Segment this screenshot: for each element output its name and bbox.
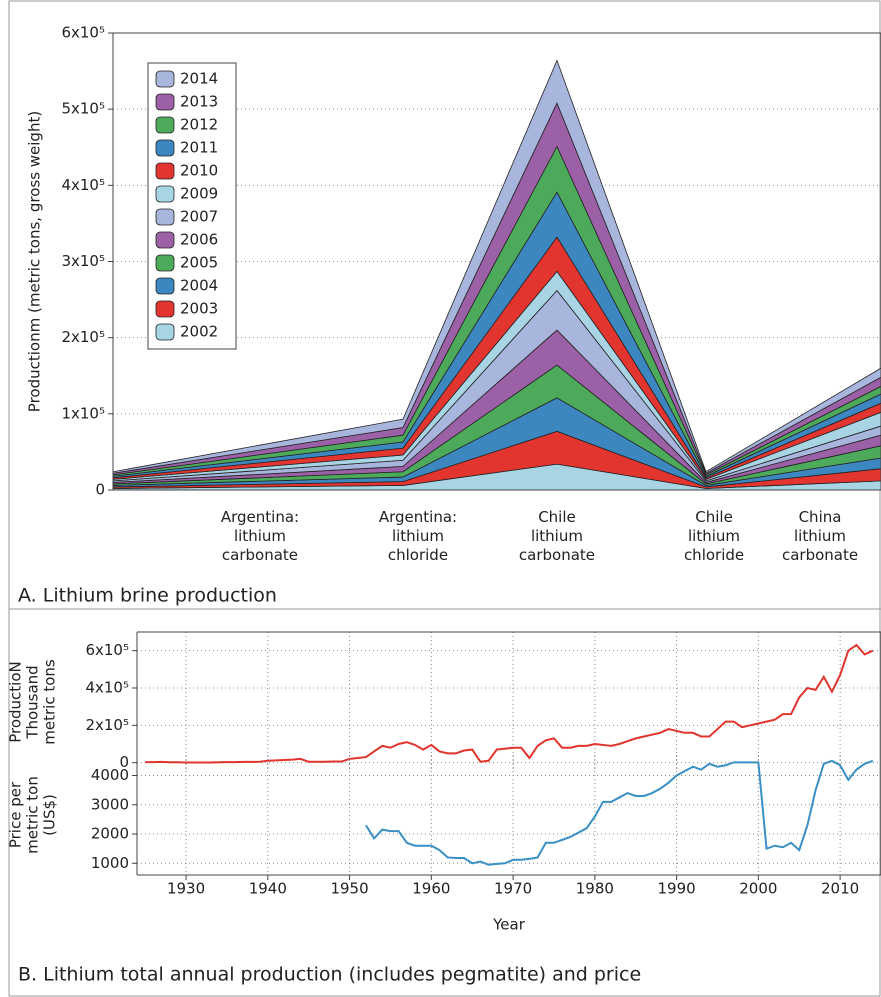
x-tick-label: China lithium carbonate — [781, 508, 859, 564]
legend-label: 2013 — [180, 93, 218, 111]
legend-label: 2009 — [180, 185, 218, 203]
x-tick-label: 1970 — [494, 880, 532, 898]
legend-swatch — [155, 277, 175, 295]
legend-swatch — [155, 208, 175, 226]
y-axis-label: metric tons — [41, 659, 59, 745]
panel-caption: B. Lithium total annual production (incl… — [18, 964, 641, 986]
y-tick-label: 4x10⁵ — [61, 176, 105, 194]
legend-label: 2002 — [180, 323, 218, 341]
legend-label: 2014 — [180, 70, 218, 88]
legend-swatch — [155, 231, 175, 249]
y-axis-label: Price per — [7, 781, 25, 848]
legend-label: 2005 — [180, 254, 218, 272]
legend-swatch — [155, 93, 175, 111]
y-tick-label: 6x10⁵ — [85, 641, 129, 659]
y-tick-label: 0 — [95, 481, 105, 499]
x-axis-label: Year — [492, 916, 526, 934]
legend-label: 2003 — [180, 300, 218, 318]
x-tick-label: 2010 — [821, 880, 859, 898]
legend-label: 2011 — [180, 139, 218, 157]
data-line — [365, 759, 874, 866]
y-tick-label: 3000 — [91, 795, 129, 813]
y-tick-label: 4x10⁵ — [85, 679, 129, 697]
x-tick-label: 2000 — [739, 880, 777, 898]
legend-label: 2010 — [180, 162, 218, 180]
legend-swatch — [155, 300, 175, 318]
legend-swatch — [155, 139, 175, 157]
legend-swatch — [155, 70, 175, 88]
legend-swatch — [155, 162, 175, 180]
x-tick-label: 1940 — [249, 880, 287, 898]
y-axis-label: metric ton — [24, 776, 42, 854]
y-tick-label: 1000 — [91, 854, 129, 872]
y-tick-label: 1x10⁵ — [61, 404, 105, 422]
figure-border — [8, 0, 881, 997]
panel-caption: A. Lithium brine production — [18, 585, 277, 607]
x-tick-label: Argentina: lithium carbonate — [220, 508, 300, 564]
legend-swatch — [155, 116, 175, 134]
x-tick-label: Chile lithium chloride — [683, 508, 745, 564]
legend-label: 2004 — [180, 277, 218, 295]
x-tick-label: 1950 — [330, 880, 368, 898]
x-tick-label: 1980 — [576, 880, 614, 898]
plot-frame — [112, 32, 881, 491]
y-axis-label: Thousand — [24, 665, 42, 739]
legend-swatch — [155, 323, 175, 341]
y-axis-label: Productionm (metric tons, gross weight) — [26, 111, 44, 412]
legend-label: 2012 — [180, 116, 218, 134]
y-axis-label: ProductioN — [7, 661, 25, 743]
y-tick-label: 6x10⁵ — [61, 24, 105, 42]
y-tick-label: 4000 — [91, 766, 129, 784]
legend-swatch — [155, 185, 175, 203]
x-tick-label: 1960 — [412, 880, 450, 898]
x-tick-label: 1990 — [658, 880, 696, 898]
y-axis-label: (US$) — [41, 794, 59, 836]
y-tick-label: 2x10⁵ — [85, 716, 129, 734]
x-tick-label: 1930 — [167, 880, 205, 898]
y-tick-label: 0 — [119, 753, 129, 771]
data-line — [145, 643, 874, 764]
legend-swatch — [155, 254, 175, 272]
legend-label: 2006 — [180, 231, 218, 249]
x-tick-label: Chile lithium carbonate — [518, 508, 596, 564]
y-tick-label: 5x10⁵ — [61, 100, 105, 118]
area-layer — [112, 59, 881, 474]
y-tick-label: 2x10⁵ — [61, 328, 105, 346]
x-tick-label: Argentina: lithium chloride — [378, 508, 458, 564]
y-tick-label: 3x10⁵ — [61, 252, 105, 270]
y-tick-label: 2000 — [91, 825, 129, 843]
legend-label: 2007 — [180, 208, 218, 226]
